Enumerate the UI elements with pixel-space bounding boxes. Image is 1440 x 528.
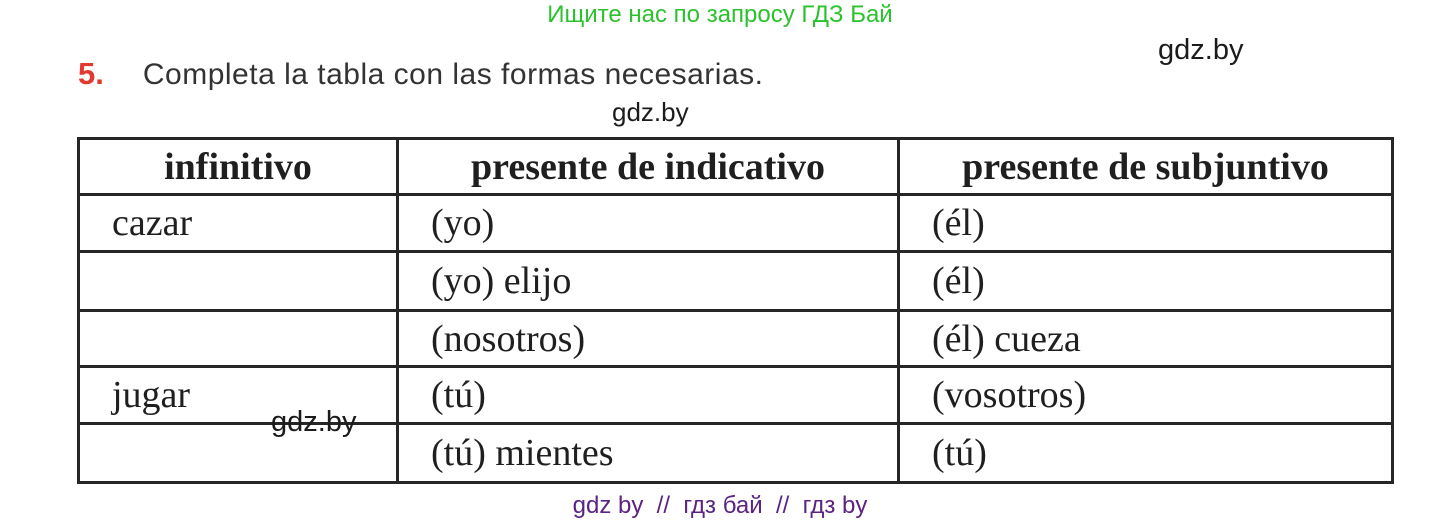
table-cell: (tú) mientes: [396, 422, 900, 484]
site-banner-text: Ищите нас по запросу ГДЗ Бай: [547, 1, 893, 28]
footer-watermark-text: gdz by // гдз бай // гдз by: [572, 492, 868, 519]
table-cell: (tú): [897, 422, 1394, 484]
table-cell: [77, 422, 399, 484]
watermark-row-jugar: gdz.by: [271, 406, 357, 438]
table-row: (nosotros) (él) cueza: [77, 309, 1394, 368]
table-cell: (él) cueza: [897, 309, 1394, 368]
table-row: cazar (yo) (él): [77, 193, 1394, 253]
table-cell: (yo): [396, 193, 900, 253]
table-cell: (nosotros): [396, 309, 900, 368]
table-cell: [77, 309, 399, 368]
table-cell-infinitivo-cazar: cazar: [77, 193, 399, 253]
exercise-number: 5.: [78, 56, 104, 91]
conjugation-table: infinitivo presente de indicativo presen…: [77, 137, 1394, 484]
watermark-under-title: gdz.by: [612, 97, 689, 127]
table-row: jugar (tú) (vosotros): [77, 365, 1394, 425]
exercise-instruction: Completa la tabla con las formas necesar…: [142, 58, 764, 91]
table-cell: (tú): [396, 365, 900, 425]
table-row: (yo) elijo (él): [77, 250, 1394, 312]
exercise-heading: 5. Completa la tabla con las formas nece…: [78, 56, 763, 92]
table-cell: (él): [897, 250, 1394, 312]
table-cell: [77, 250, 399, 312]
watermark-top-right: gdz.by: [1158, 34, 1244, 66]
table-cell: (él): [897, 193, 1394, 253]
col-header-presente-subjuntivo: presente de subjuntivo: [897, 137, 1394, 196]
col-header-infinitivo: infinitivo: [77, 137, 399, 196]
table-header-row: infinitivo presente de indicativo presen…: [77, 137, 1394, 196]
table-cell: (vosotros): [897, 365, 1394, 425]
col-header-presente-indicativo: presente de indicativo: [396, 137, 900, 196]
table-cell-infinitivo-jugar: jugar: [77, 365, 399, 425]
table-row: (tú) mientes (tú): [77, 422, 1394, 484]
table-cell: (yo) elijo: [396, 250, 900, 312]
